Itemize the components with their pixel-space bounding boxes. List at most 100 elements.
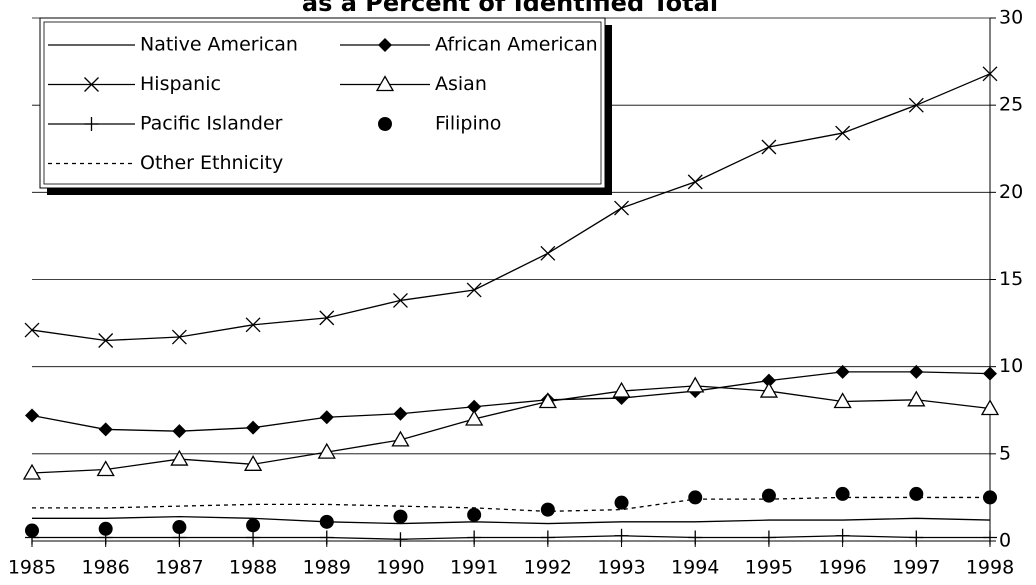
legend-box — [39, 17, 606, 189]
x-tick-label: 1985 — [8, 557, 56, 579]
legend-marker — [378, 117, 392, 131]
marker — [393, 292, 408, 308]
legend-label: African American — [435, 34, 598, 56]
x-tick-label: 1998 — [966, 557, 1014, 579]
marker — [761, 488, 776, 503]
marker — [393, 509, 408, 524]
legend-label: Asian — [435, 73, 487, 95]
marker — [391, 430, 410, 447]
marker — [171, 329, 187, 345]
x-tick-label: 1989 — [303, 557, 351, 579]
marker — [172, 520, 187, 535]
marker — [907, 390, 926, 407]
legend-marker — [84, 117, 99, 131]
x-tick-label: 1997 — [892, 557, 940, 579]
y-tick-label: 10 — [999, 355, 1023, 377]
marker — [540, 245, 556, 261]
marker — [393, 532, 408, 547]
marker — [612, 381, 631, 398]
marker — [319, 530, 334, 545]
legend-inner — [43, 21, 602, 185]
marker — [172, 424, 187, 439]
marker — [540, 530, 555, 545]
marker — [98, 333, 114, 348]
marker — [908, 97, 924, 113]
marker — [835, 486, 850, 501]
marker — [909, 530, 924, 545]
x-tick-label: 1987 — [155, 557, 203, 579]
marker — [688, 530, 703, 545]
marker — [467, 399, 482, 414]
marker — [22, 463, 42, 480]
marker — [317, 442, 336, 459]
marker — [319, 410, 334, 425]
marker — [983, 530, 997, 545]
y-tick-label: 25 — [999, 94, 1023, 116]
x-tick-label: 1994 — [671, 557, 719, 579]
marker — [833, 392, 852, 409]
marker — [245, 317, 261, 333]
legend-marker — [375, 75, 395, 92]
x-tick-label: 1991 — [450, 557, 498, 579]
marker — [835, 364, 850, 379]
legend-marker — [84, 77, 99, 92]
marker — [319, 514, 334, 529]
marker — [686, 376, 705, 393]
legend-label: Filipino — [435, 113, 501, 135]
legend-label: Pacific Islander — [140, 113, 283, 135]
series-line — [31, 385, 991, 474]
x-tick-label: 1995 — [745, 557, 793, 579]
marker — [614, 200, 629, 216]
marker — [759, 381, 779, 398]
marker — [24, 322, 40, 338]
x-tick-label: 1992 — [524, 557, 572, 579]
marker — [761, 139, 777, 155]
marker — [243, 454, 263, 471]
marker — [98, 521, 113, 536]
marker — [983, 490, 997, 505]
series-line — [32, 535, 990, 540]
marker — [614, 495, 629, 510]
marker — [538, 392, 557, 409]
y-tick-label: 15 — [999, 268, 1023, 290]
marker — [465, 409, 484, 426]
marker — [687, 174, 703, 190]
y-tick-label: 5 — [999, 442, 1011, 464]
marker — [761, 373, 776, 388]
marker — [982, 66, 998, 82]
marker — [98, 422, 113, 437]
marker — [246, 518, 261, 533]
marker — [835, 125, 851, 141]
y-tick-label: 30 — [999, 7, 1023, 29]
marker — [688, 490, 703, 505]
legend-marker — [378, 38, 392, 52]
marker — [96, 460, 115, 477]
x-tick-label: 1986 — [82, 557, 130, 579]
marker — [614, 528, 629, 543]
marker — [761, 530, 776, 545]
marker — [909, 486, 924, 501]
marker — [467, 507, 482, 522]
y-tick-label: 20 — [999, 181, 1023, 203]
x-tick-label: 1988 — [229, 557, 277, 579]
marker — [467, 530, 482, 545]
marker — [466, 282, 482, 298]
marker — [319, 310, 335, 326]
legend-label: Other Ethnicity — [140, 152, 283, 174]
series-line — [31, 371, 991, 432]
y-tick-label: 0 — [999, 530, 1011, 552]
legend-label: Hispanic — [140, 73, 221, 95]
series-line — [32, 515, 991, 525]
x-tick-label: 1993 — [597, 557, 645, 579]
marker — [393, 406, 408, 421]
marker — [246, 420, 261, 435]
marker — [980, 399, 1000, 416]
marker — [540, 502, 555, 517]
marker — [25, 523, 39, 538]
marker — [909, 364, 924, 379]
marker — [246, 530, 261, 545]
series-line — [31, 73, 991, 342]
marker — [983, 366, 997, 381]
marker — [835, 528, 850, 543]
